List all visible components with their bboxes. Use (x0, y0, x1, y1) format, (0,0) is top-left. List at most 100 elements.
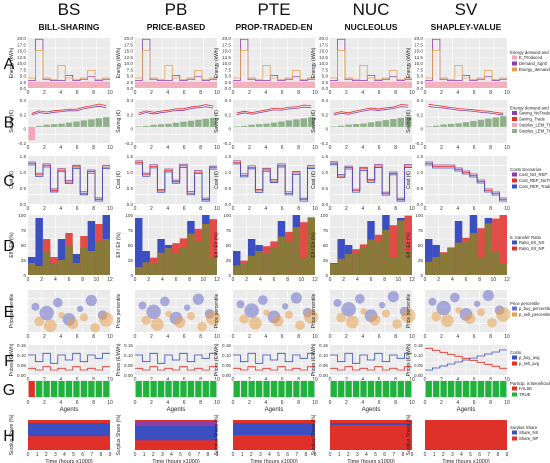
legend-title: E. transfer Ratio (510, 235, 542, 240)
overlap-bar (477, 257, 485, 275)
x-tick-label: 1 (241, 452, 244, 458)
x-tick-label: 2 (150, 145, 153, 151)
y-tick-label: 0.15 (124, 343, 133, 348)
beneficial-cell (308, 381, 315, 397)
y-axis-label: Elf / Elr (%) (214, 232, 220, 258)
legend-swatch (512, 117, 517, 121)
sell-percentile-point (248, 316, 262, 330)
legend-title: Costs Scenarios (510, 167, 541, 172)
y-tick-label: 100 (415, 213, 423, 218)
overlap-bar (135, 267, 143, 275)
beneficial-cell (360, 381, 367, 397)
sell-percentile-point (43, 319, 57, 333)
legend-title: Energy demand and production (510, 50, 550, 55)
x-tick-label: 10 (299, 277, 305, 283)
beneficial-cell (103, 381, 110, 397)
x-tick-label: 0 (27, 206, 30, 212)
p-buy-avg-line (135, 352, 217, 364)
x-tick-label: 8 (304, 452, 307, 458)
x-tick-label: 6 (183, 145, 186, 151)
y-tick-label: 75 (128, 228, 134, 233)
x-tick-label: 0 (27, 277, 30, 283)
x-tick-label: 10 (504, 334, 510, 340)
x-tick-label: 0 (232, 452, 235, 458)
x-tick-label: 10 (504, 400, 510, 406)
y-axis-label: Elf / Elr (%) (406, 232, 412, 258)
x-tick-label: 10 (504, 377, 510, 383)
x-tick-label: 4 (460, 452, 463, 458)
legend-swatch (512, 306, 517, 311)
buy-percentile-point (192, 293, 204, 305)
y-axis-label: Elf / Elr (%) (9, 232, 15, 258)
buy-percentile-point (244, 303, 259, 318)
beneficial-cell (50, 381, 58, 397)
x-tick-label: 4 (361, 206, 364, 212)
method-subtitle: BILL-SHARING (39, 22, 100, 32)
method-subtitle: NUCLEOLUS (345, 22, 398, 32)
legend-label: Surplus_LEM_Trading > 0 (519, 129, 550, 134)
sell-percentile-point (431, 311, 441, 322)
surplus-bar (405, 116, 412, 127)
x-tick-label: 8 (489, 206, 492, 212)
x-tick-label: 4 (264, 90, 267, 96)
row-letter: C (3, 173, 15, 190)
x-tick-label: 2 (345, 400, 348, 406)
y-tick-label: 0 (420, 127, 423, 132)
x-tick-label: 4 (59, 334, 62, 340)
x-tick-label: 3 (54, 452, 57, 458)
y-tick-label: 0.05 (124, 363, 133, 368)
y-tick-label: 0.00 (124, 373, 133, 378)
x-axis-label: Time (hours x1000) (250, 459, 298, 463)
sell-percentile-point (455, 306, 462, 314)
legend-label: Energy_demand (519, 67, 550, 72)
x-tick-label: 4 (59, 206, 62, 212)
x-tick-label: 4 (59, 400, 62, 406)
sell-percentile-point (295, 320, 305, 331)
y-tick-label: 15.0 (17, 49, 26, 54)
overlap-bar (352, 254, 360, 275)
beneficial-cell (440, 381, 447, 397)
y-tick-label: 5.0 (127, 74, 134, 79)
x-tick-label: 10 (504, 206, 510, 212)
y-axis-label: Elf / Elr (%) (116, 232, 122, 258)
method-header: NUC (353, 0, 390, 19)
y-tick-label: 1.5 (225, 154, 232, 159)
buy-percentile-point (39, 305, 54, 321)
cost-rep-trade-line (330, 164, 412, 202)
beneficial-cell (195, 381, 202, 397)
surplus-bar (447, 123, 455, 127)
surplus-bar (195, 119, 202, 127)
beneficial-cell (270, 381, 278, 397)
y-tick-label: 50 (226, 243, 232, 248)
legend-swatch (512, 129, 517, 133)
surplus-bar (73, 121, 80, 127)
surplus-bar (500, 116, 507, 127)
y-tick-label: 1.0 (322, 170, 329, 175)
x-tick-label: 2 (150, 90, 153, 96)
saving-notrade-line (138, 106, 214, 116)
y-tick-label: 20.0 (414, 36, 423, 41)
overlap-bar (28, 263, 36, 275)
x-tick-label: 6 (281, 334, 284, 340)
legend-swatch (512, 392, 517, 397)
y-tick-label: 0.2 (225, 112, 232, 117)
sell-percentile-point (99, 312, 114, 327)
surplus-bar (440, 124, 447, 127)
x-tick-label: 6 (76, 400, 79, 406)
beneficial-cell (492, 381, 499, 397)
beneficial-cell (477, 381, 485, 397)
beneficial-cell (455, 381, 462, 397)
beneficial-cell (485, 381, 492, 397)
y-axis-label: Saving (€) (214, 110, 220, 133)
y-axis-label: Price percentile (116, 294, 122, 329)
legend-title: Particip. is Beneficial? (510, 381, 550, 386)
ratio-ns-bar (87, 221, 96, 275)
x-tick-label: 8 (92, 90, 95, 96)
sell-percentile-point (272, 315, 284, 327)
legend-label: TRUE (519, 392, 531, 397)
overlap-bar (194, 242, 203, 275)
x-tick-label: 4 (54, 277, 57, 283)
x-tick-label: 2 (347, 452, 350, 458)
overlap-bar (80, 248, 88, 275)
x-tick-label: 0 (134, 90, 137, 96)
